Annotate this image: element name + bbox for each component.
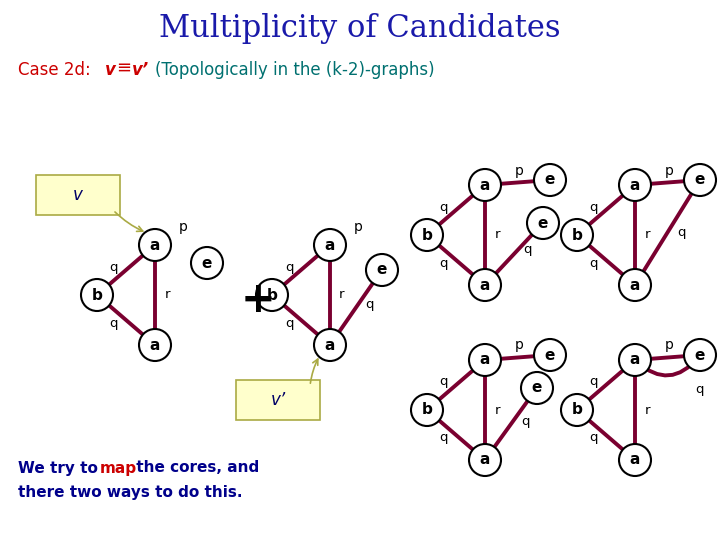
Text: q: q — [366, 298, 374, 311]
Text: map: map — [100, 461, 137, 476]
FancyBboxPatch shape — [36, 175, 120, 215]
Text: b: b — [572, 402, 582, 417]
Text: e: e — [545, 172, 555, 187]
Text: v’: v’ — [132, 61, 149, 79]
Circle shape — [314, 329, 346, 361]
Text: q: q — [590, 200, 598, 213]
Circle shape — [561, 219, 593, 251]
Text: Multiplicity of Candidates: Multiplicity of Candidates — [159, 12, 561, 44]
Text: b: b — [572, 227, 582, 242]
Text: q: q — [284, 316, 293, 329]
Text: We try to: We try to — [18, 461, 103, 476]
Text: e: e — [695, 172, 705, 187]
FancyBboxPatch shape — [236, 380, 320, 420]
Text: a: a — [630, 453, 640, 468]
Circle shape — [139, 329, 171, 361]
Text: e: e — [532, 381, 542, 395]
Text: a: a — [630, 178, 640, 192]
Circle shape — [527, 207, 559, 239]
Text: a: a — [480, 453, 490, 468]
Text: v: v — [105, 61, 116, 79]
Text: a: a — [630, 278, 640, 293]
Text: a: a — [630, 353, 640, 368]
Text: v’: v’ — [271, 391, 286, 409]
Circle shape — [684, 339, 716, 371]
Text: b: b — [91, 287, 102, 302]
Text: r: r — [644, 228, 649, 241]
Text: p: p — [179, 220, 187, 234]
Text: q: q — [109, 260, 118, 273]
Text: q: q — [440, 256, 449, 269]
Circle shape — [469, 269, 501, 301]
Circle shape — [411, 394, 443, 426]
Text: r: r — [494, 228, 500, 241]
Text: q: q — [590, 431, 598, 444]
Text: v: v — [73, 186, 83, 204]
Text: a: a — [480, 278, 490, 293]
Text: e: e — [545, 348, 555, 362]
Circle shape — [619, 169, 651, 201]
Circle shape — [684, 164, 716, 196]
Circle shape — [81, 279, 113, 311]
Text: +: + — [240, 279, 275, 321]
Circle shape — [469, 344, 501, 376]
FancyArrowPatch shape — [637, 357, 698, 375]
Text: q: q — [440, 375, 449, 388]
Text: b: b — [422, 402, 433, 417]
Circle shape — [139, 229, 171, 261]
Text: p: p — [515, 164, 524, 178]
Text: p: p — [665, 339, 674, 353]
Text: q: q — [523, 242, 532, 255]
Text: e: e — [377, 262, 387, 278]
Text: the cores, and: the cores, and — [131, 461, 259, 476]
Text: r: r — [644, 403, 649, 416]
Circle shape — [534, 164, 566, 196]
Text: a: a — [325, 238, 336, 253]
Circle shape — [314, 229, 346, 261]
Circle shape — [469, 444, 501, 476]
Circle shape — [619, 444, 651, 476]
Text: a: a — [480, 353, 490, 368]
Text: Case 2d:: Case 2d: — [18, 61, 91, 79]
Text: q: q — [440, 431, 449, 444]
Text: q: q — [696, 383, 704, 396]
Text: ≡: ≡ — [116, 59, 131, 77]
Text: e: e — [202, 255, 212, 271]
Text: q: q — [590, 256, 598, 269]
Circle shape — [469, 169, 501, 201]
Text: a: a — [480, 178, 490, 192]
Text: b: b — [422, 227, 433, 242]
Text: q: q — [678, 226, 685, 239]
Circle shape — [256, 279, 288, 311]
Text: e: e — [695, 348, 705, 362]
Circle shape — [521, 372, 553, 404]
Circle shape — [366, 254, 398, 286]
Text: r: r — [164, 288, 170, 301]
Text: q: q — [440, 200, 449, 213]
Circle shape — [619, 344, 651, 376]
Text: p: p — [665, 164, 674, 178]
Text: p: p — [354, 220, 362, 234]
Text: a: a — [325, 338, 336, 353]
Text: q: q — [109, 316, 118, 329]
Text: (Topologically in the (k‑2)‐graphs): (Topologically in the (k‑2)‐graphs) — [155, 61, 435, 79]
Circle shape — [411, 219, 443, 251]
Text: q: q — [284, 260, 293, 273]
Text: b: b — [266, 287, 277, 302]
Text: a: a — [150, 238, 160, 253]
Text: there two ways to do this.: there two ways to do this. — [18, 485, 243, 501]
Text: q: q — [521, 415, 529, 428]
Text: e: e — [538, 215, 548, 231]
Text: a: a — [150, 338, 160, 353]
Text: r: r — [339, 288, 345, 301]
Text: p: p — [515, 339, 524, 353]
Text: q: q — [590, 375, 598, 388]
Circle shape — [619, 269, 651, 301]
Circle shape — [191, 247, 223, 279]
Circle shape — [561, 394, 593, 426]
Text: r: r — [494, 403, 500, 416]
Circle shape — [534, 339, 566, 371]
